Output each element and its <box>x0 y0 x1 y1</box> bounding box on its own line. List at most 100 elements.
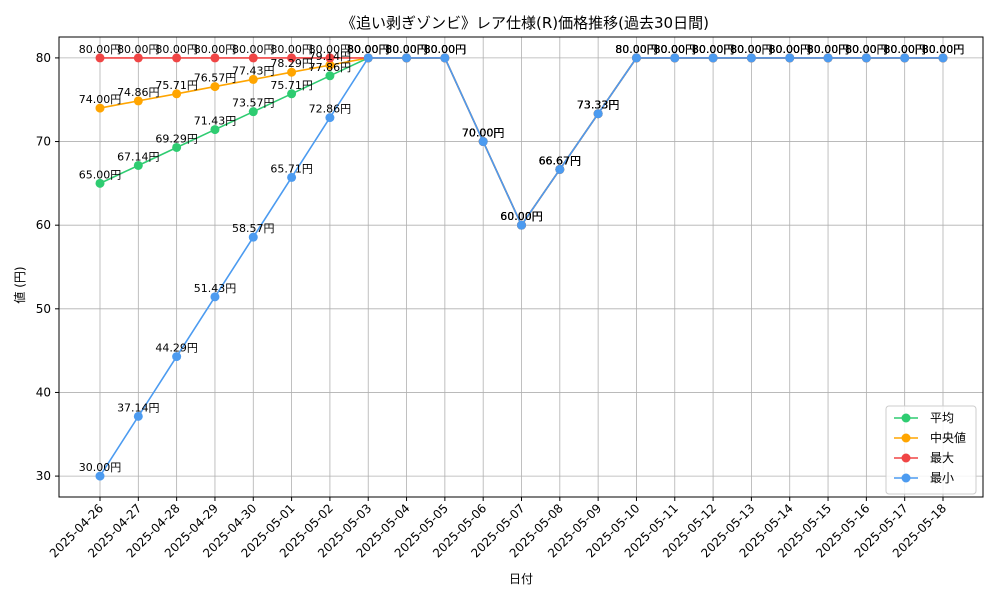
data-label: 80.00円 <box>692 43 735 56</box>
data-label: 80.00円 <box>615 43 658 56</box>
data-point <box>517 220 526 230</box>
data-point <box>210 82 220 92</box>
data-label: 80.00円 <box>385 43 428 56</box>
data-label: 80.00円 <box>117 43 160 56</box>
data-label: 80.00円 <box>385 43 428 56</box>
data-label: 80.00円 <box>347 43 390 56</box>
data-point <box>210 125 220 135</box>
data-label: 80.00円 <box>385 43 428 56</box>
data-label: 76.57円 <box>194 72 237 85</box>
data-point <box>325 113 335 123</box>
data-label: 80.00円 <box>692 43 735 56</box>
data-label: 80.00円 <box>730 43 773 56</box>
data-label: 58.57円 <box>232 222 275 235</box>
data-point <box>287 53 297 63</box>
legend-label: 最大 <box>930 451 954 465</box>
data-label: 80.00円 <box>347 43 390 56</box>
data-point <box>900 53 910 63</box>
data-label: 80.00円 <box>730 43 773 56</box>
data-point <box>248 232 258 242</box>
data-label: 30.00円 <box>79 461 122 474</box>
data-point <box>248 107 258 117</box>
data-point <box>402 53 412 63</box>
data-label: 80.00円 <box>155 43 198 56</box>
data-point <box>287 172 297 182</box>
data-label: 80.00円 <box>385 43 428 56</box>
data-point <box>210 53 220 63</box>
data-label: 80.00円 <box>654 43 697 56</box>
data-label: 80.00円 <box>615 43 658 56</box>
data-point <box>95 471 105 481</box>
series-layer <box>95 53 948 481</box>
legend-marker <box>901 433 911 443</box>
data-label: 80.00円 <box>768 43 811 56</box>
data-label: 80.00円 <box>424 43 467 56</box>
data-label: 65.00円 <box>79 168 122 181</box>
data-point <box>172 89 182 99</box>
data-label: 80.00円 <box>692 43 735 56</box>
y-tick-label: 60 <box>36 218 51 232</box>
data-label: 80.00円 <box>845 43 888 56</box>
data-point <box>95 103 105 113</box>
data-point <box>823 53 833 63</box>
data-point <box>133 411 143 421</box>
data-label: 80.00円 <box>768 43 811 56</box>
data-point <box>555 164 565 174</box>
data-point <box>746 53 756 63</box>
data-point <box>248 74 258 84</box>
data-label: 80.00円 <box>615 43 658 56</box>
data-point <box>708 53 718 63</box>
data-label: 80.00円 <box>768 43 811 56</box>
y-tick-label: 80 <box>36 51 51 65</box>
data-label: 79.14円 <box>309 50 352 63</box>
data-label: 80.00円 <box>883 43 926 56</box>
data-point <box>133 96 143 106</box>
data-point <box>287 89 297 99</box>
data-label: 80.00円 <box>883 43 926 56</box>
legend-label: 平均 <box>930 411 954 425</box>
data-label: 73.33円 <box>577 99 620 112</box>
data-label: 71.43円 <box>194 115 237 128</box>
data-label: 80.00円 <box>883 43 926 56</box>
data-point <box>210 292 220 302</box>
data-label: 73.57円 <box>232 97 275 110</box>
data-label: 80.00円 <box>615 43 658 56</box>
data-label: 66.67円 <box>539 154 582 167</box>
y-tick-label: 70 <box>36 135 51 149</box>
data-label: 80.00円 <box>845 43 888 56</box>
data-label: 60.00円 <box>500 210 543 223</box>
data-label: 80.00円 <box>309 43 352 56</box>
legend-marker <box>901 473 911 483</box>
legend-label: 最小 <box>930 471 954 485</box>
data-point <box>133 160 143 170</box>
data-point <box>172 142 182 152</box>
legend-box <box>885 405 977 495</box>
data-label: 80.00円 <box>654 43 697 56</box>
data-label: 60.00円 <box>500 210 543 223</box>
data-label: 73.33円 <box>577 99 620 112</box>
data-point <box>325 71 335 81</box>
data-label: 80.00円 <box>194 43 237 56</box>
data-point <box>938 53 948 63</box>
data-label: 77.86円 <box>309 61 352 74</box>
chart-title: 《追い剥ぎゾンビ》レア仕様(R)価格推移(過去30日間) <box>341 14 709 32</box>
data-label: 70.00円 <box>462 127 505 140</box>
data-point <box>248 53 258 63</box>
data-label-layer: 65.00円 67.14円 69.29円 71.43円 73.57円 75.71円 77.8… <box>79 43 965 474</box>
data-label: 80.00円 <box>807 43 850 56</box>
data-label: 80.00円 <box>730 43 773 56</box>
data-label: 80.00円 <box>79 43 122 56</box>
data-label: 73.33円 <box>577 99 620 112</box>
plot-frame <box>58 36 984 498</box>
data-label: 75.71円 <box>270 79 313 92</box>
data-label: 69.29円 <box>155 132 198 145</box>
data-label: 80.00円 <box>807 43 850 56</box>
data-point <box>133 53 143 63</box>
data-point <box>593 109 603 119</box>
data-label: 80.00円 <box>922 43 965 56</box>
data-label: 80.00円 <box>232 43 275 56</box>
data-point <box>172 53 182 63</box>
data-label: 70.00円 <box>462 127 505 140</box>
